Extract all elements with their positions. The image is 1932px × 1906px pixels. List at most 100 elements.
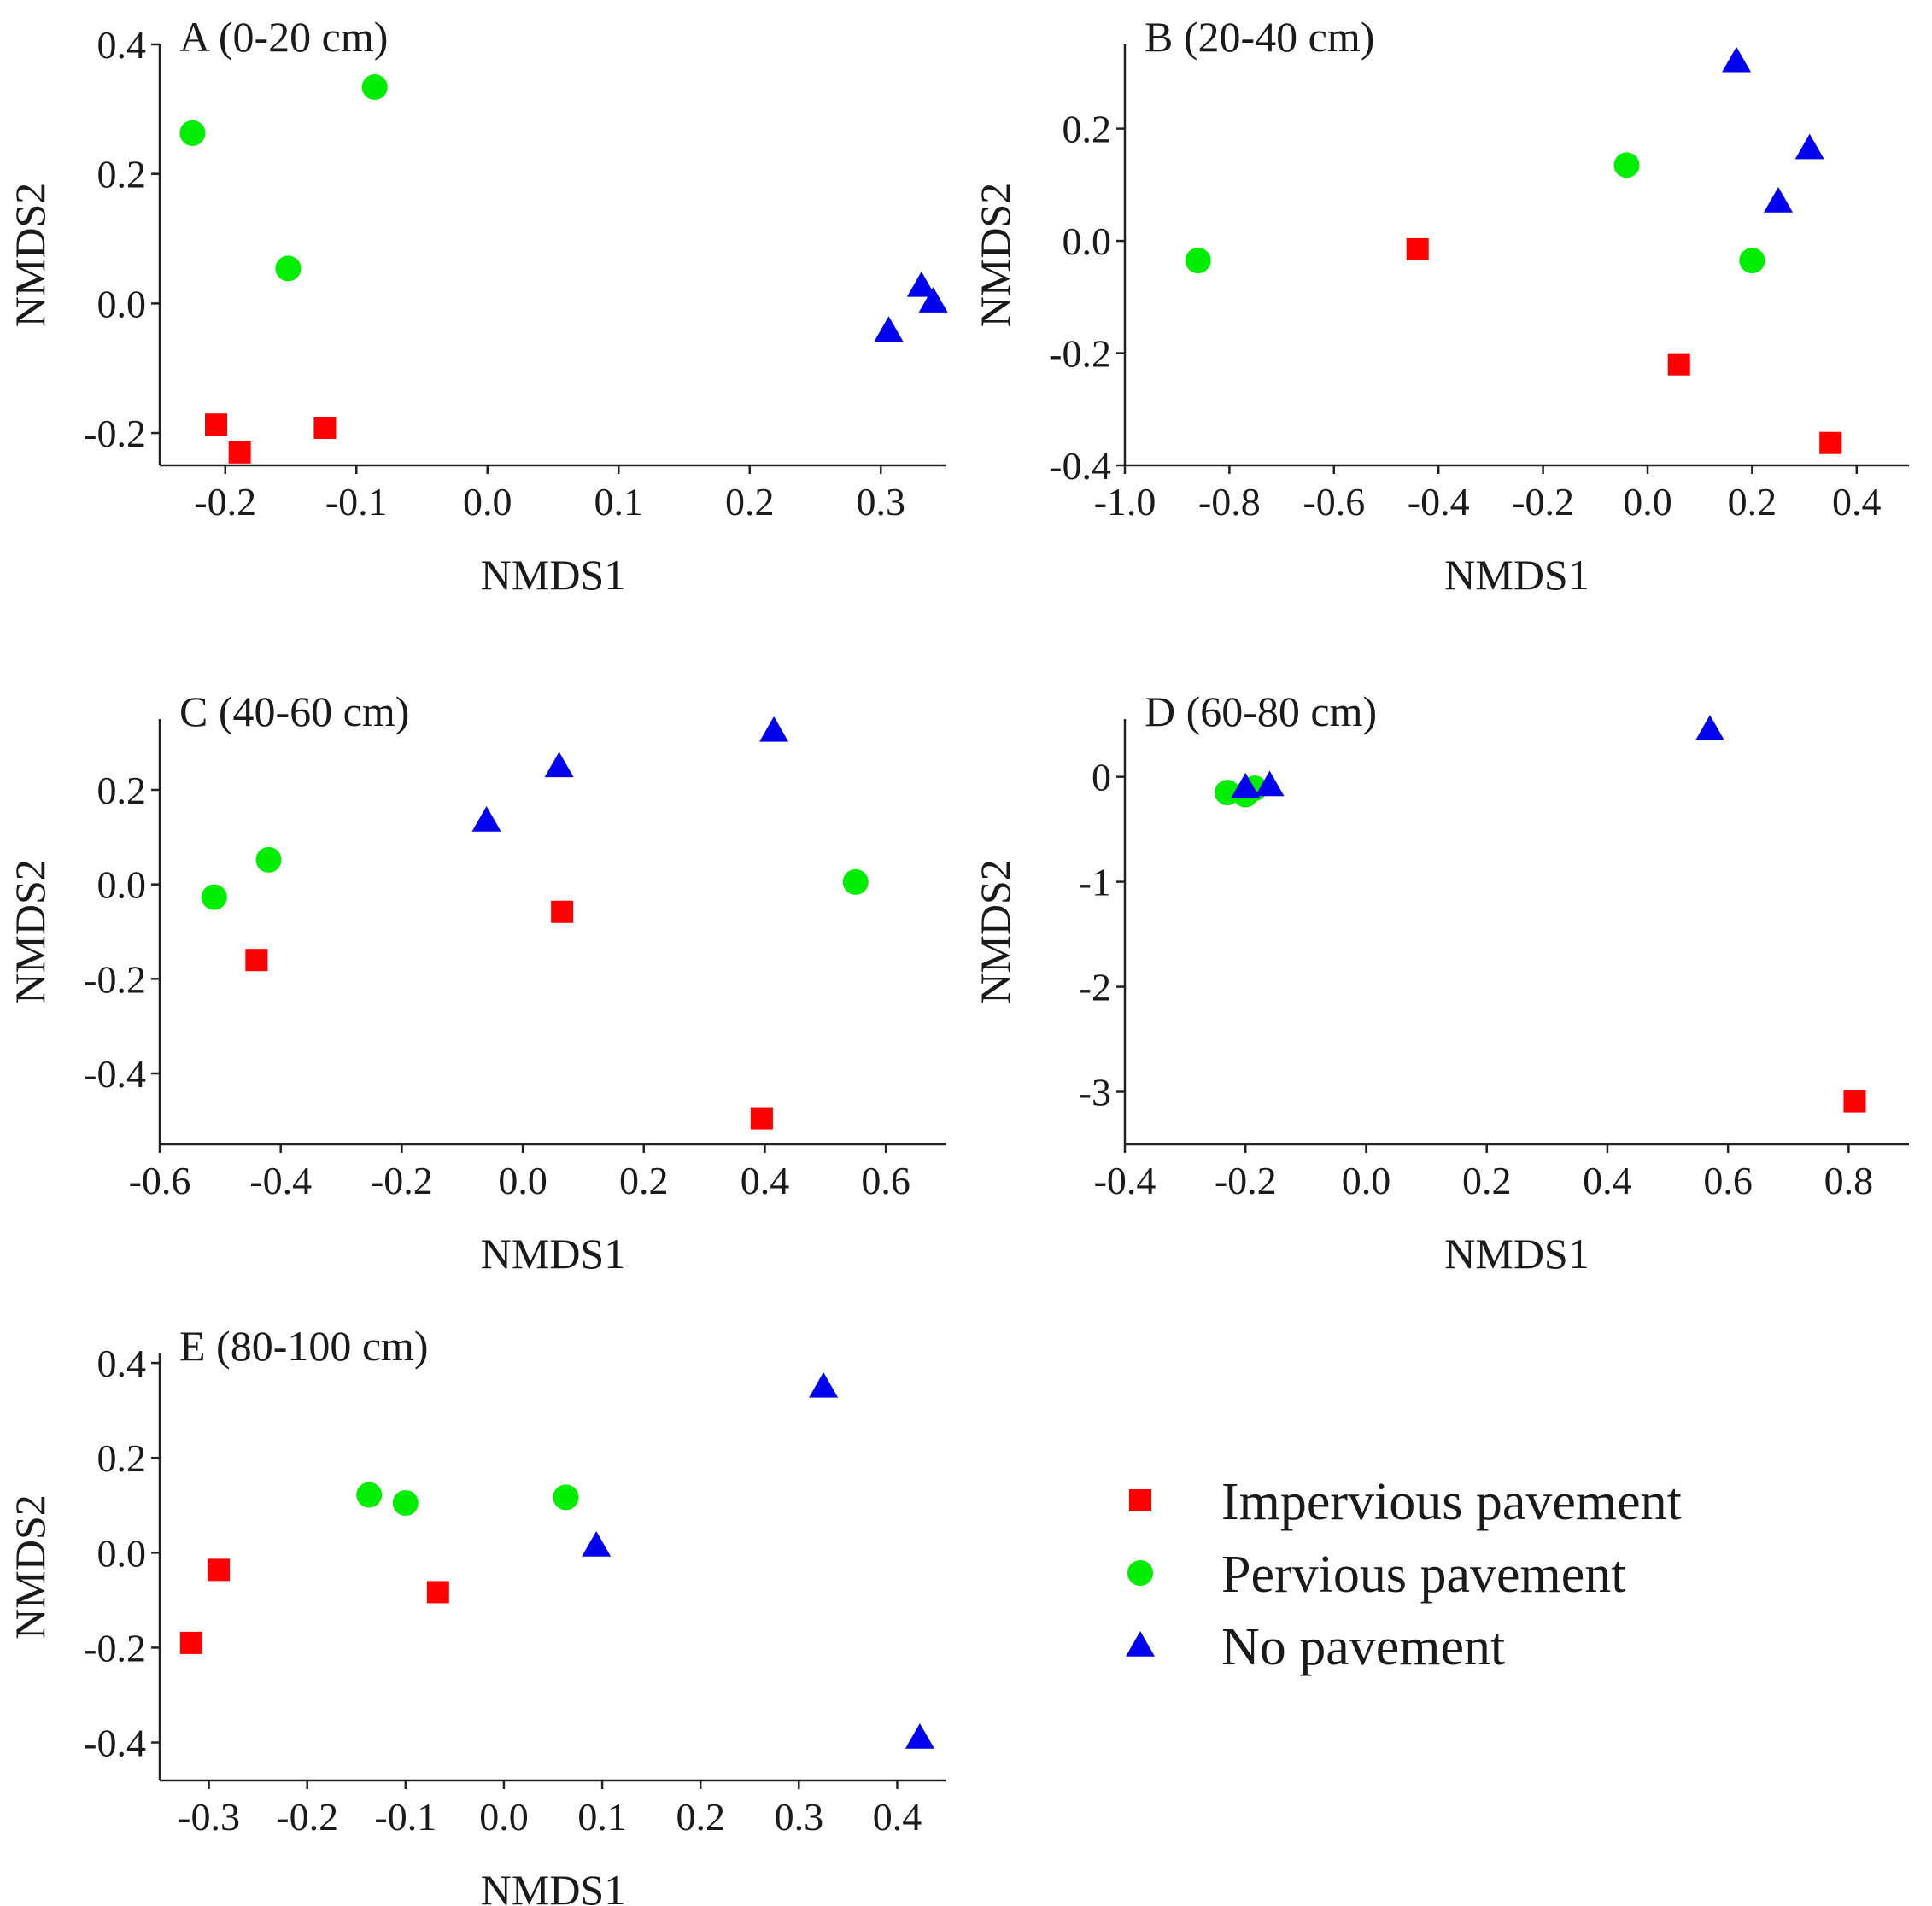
panel-d: -0.4 -0.2 0.0 0.2 0.4 0.6 0.8 -3 -2 -1 0 NMDS1 NMDS2… <box>971 687 1909 1277</box>
legend: Impervious pavement Pervious pavement No p… <box>1126 1473 1682 1676</box>
x-tick-label: 0.1 <box>577 1795 627 1839</box>
y-axis-title: NMDS2 <box>971 183 1019 327</box>
x-tick-label: -0.2 <box>1215 1159 1277 1202</box>
point-impervious <box>1843 1090 1866 1113</box>
point-impervious <box>313 417 337 440</box>
x-tick-label: -0.6 <box>1303 480 1365 523</box>
x-tick-label: -0.6 <box>129 1159 191 1202</box>
x-tick-label: -0.1 <box>325 480 388 523</box>
point-pervious <box>275 255 302 282</box>
series-none <box>1722 46 1824 213</box>
point-impervious <box>426 1581 449 1604</box>
legend-marker-impervious <box>1129 1489 1151 1511</box>
y-tick-label: 0.2 <box>97 153 147 196</box>
series-none <box>582 1371 934 1749</box>
panel-title: A (0-20 cm) <box>179 13 388 61</box>
x-axis-title: NMDS1 <box>481 551 625 599</box>
x-tick-label: 0.2 <box>1728 480 1777 523</box>
series-pervious <box>356 1482 579 1516</box>
x-tick-label: 0.6 <box>1703 1159 1753 1202</box>
point-none <box>1794 133 1824 160</box>
point-pervious <box>1739 248 1765 274</box>
point-impervious <box>179 1631 202 1654</box>
point-none <box>809 1371 839 1398</box>
series-impervious <box>1843 1090 1866 1113</box>
y-tick-label: 0 <box>1092 756 1111 799</box>
point-impervious <box>208 1558 231 1582</box>
series-impervious <box>1406 237 1842 454</box>
x-tick-label: 0.4 <box>1583 1159 1632 1202</box>
x-tick-label: -0.4 <box>1094 1159 1156 1202</box>
y-tick-label: 0.2 <box>1063 108 1112 151</box>
point-impervious <box>228 441 251 464</box>
point-none <box>544 751 574 778</box>
x-tick-label: 0.4 <box>873 1795 922 1839</box>
panel-c: -0.6 -0.4 -0.2 0.0 0.2 0.4 0.6 -0.4 -0.2 0.0 0.2 NM… <box>6 687 946 1277</box>
y-axis-title: NMDS2 <box>971 859 1019 1003</box>
x-tick-label: 0.0 <box>498 1159 547 1202</box>
point-pervious <box>1613 152 1640 178</box>
point-impervious <box>1406 237 1429 260</box>
x-tick-label: -0.2 <box>194 480 256 523</box>
point-none <box>918 287 948 313</box>
point-impervious <box>245 949 268 972</box>
y-tick-label: 0.0 <box>1063 219 1112 263</box>
panel-title: C (40-60 cm) <box>179 687 409 735</box>
x-tick-label: 0.0 <box>1623 480 1672 523</box>
point-impervious <box>1819 431 1842 454</box>
y-axis-title: NMDS2 <box>6 183 54 327</box>
x-tick-label: 0.4 <box>1832 480 1882 523</box>
point-impervious <box>551 900 574 923</box>
x-axis-title: NMDS1 <box>481 1230 625 1277</box>
x-tick-label: 0.3 <box>775 1795 824 1839</box>
series-impervious <box>179 1558 449 1654</box>
y-axis-title: NMDS2 <box>6 1494 54 1639</box>
series-none <box>471 716 789 832</box>
x-tick-label: 0.2 <box>619 1159 669 1202</box>
x-axis-title: NMDS1 <box>1444 551 1589 599</box>
y-tick-label: -0.4 <box>84 1722 146 1765</box>
point-pervious <box>361 74 388 101</box>
y-tick-label: -0.4 <box>1049 444 1111 488</box>
point-impervious <box>205 413 228 436</box>
y-tick-label: -0.4 <box>84 1052 146 1096</box>
point-pervious <box>392 1490 419 1516</box>
panel-a: -0.2 -0.1 0.0 0.1 0.2 0.3 -0.2 0.0 0.2 0.4 NMDS1 NM… <box>6 13 948 599</box>
y-tick-label: -0.2 <box>84 957 146 1001</box>
series-pervious <box>201 846 869 910</box>
x-tick-label: -0.1 <box>374 1795 436 1839</box>
x-tick-label: -0.4 <box>1408 480 1470 523</box>
point-pervious <box>356 1482 383 1508</box>
panel-title: E (80-100 cm) <box>179 1322 429 1370</box>
point-none <box>1255 770 1285 797</box>
legend-item-impervious: Impervious pavement <box>1129 1473 1682 1531</box>
y-tick-label: -2 <box>1079 966 1111 1009</box>
y-tick-label: 0.4 <box>97 23 147 67</box>
point-impervious <box>1667 353 1690 376</box>
x-tick-label: -1.0 <box>1094 480 1156 523</box>
series-impervious <box>245 900 773 1130</box>
point-pervious <box>255 846 282 873</box>
legend-label: Pervious pavement <box>1221 1546 1626 1604</box>
x-tick-label: 0.1 <box>594 480 644 523</box>
x-tick-label: -0.8 <box>1198 480 1261 523</box>
point-none <box>905 1723 934 1749</box>
point-impervious <box>750 1107 773 1130</box>
point-pervious <box>179 120 206 146</box>
series-impervious <box>205 413 337 464</box>
series-none <box>874 271 948 342</box>
legend-label: No pavement <box>1221 1618 1505 1676</box>
point-pervious <box>201 884 227 910</box>
legend-item-pervious: Pervious pavement <box>1127 1546 1626 1604</box>
x-tick-label: 0.0 <box>1342 1159 1391 1202</box>
y-tick-label: -0.2 <box>84 1626 146 1669</box>
point-none <box>1722 46 1752 73</box>
y-tick-label: -3 <box>1079 1071 1111 1114</box>
point-none <box>582 1531 612 1557</box>
x-tick-label: 0.3 <box>857 480 906 523</box>
x-tick-label: 0.2 <box>725 480 775 523</box>
point-none <box>759 716 789 742</box>
series-pervious <box>1185 152 1765 274</box>
